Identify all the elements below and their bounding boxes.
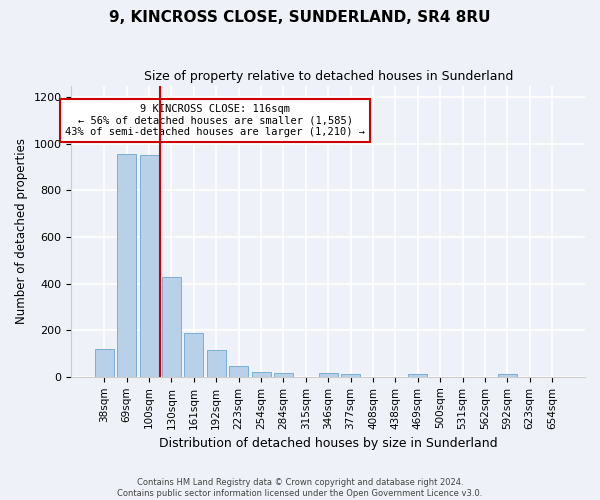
Bar [251, 372, 271, 377]
Bar [408, 374, 427, 377]
Bar [95, 349, 114, 377]
Bar [140, 156, 158, 377]
Bar [319, 374, 338, 377]
Text: 9 KINCROSS CLOSE: 116sqm
← 56% of detached houses are smaller (1,585)
43% of sem: 9 KINCROSS CLOSE: 116sqm ← 56% of detach… [65, 104, 365, 137]
Bar [207, 350, 226, 377]
X-axis label: Distribution of detached houses by size in Sunderland: Distribution of detached houses by size … [159, 437, 497, 450]
Bar [498, 374, 517, 377]
Title: Size of property relative to detached houses in Sunderland: Size of property relative to detached ho… [143, 70, 513, 83]
Bar [274, 372, 293, 377]
Text: 9, KINCROSS CLOSE, SUNDERLAND, SR4 8RU: 9, KINCROSS CLOSE, SUNDERLAND, SR4 8RU [109, 10, 491, 25]
Y-axis label: Number of detached properties: Number of detached properties [15, 138, 28, 324]
Bar [341, 374, 360, 377]
Bar [184, 332, 203, 377]
Bar [117, 154, 136, 377]
Bar [162, 276, 181, 377]
Text: Contains HM Land Registry data © Crown copyright and database right 2024.
Contai: Contains HM Land Registry data © Crown c… [118, 478, 482, 498]
Bar [229, 366, 248, 377]
